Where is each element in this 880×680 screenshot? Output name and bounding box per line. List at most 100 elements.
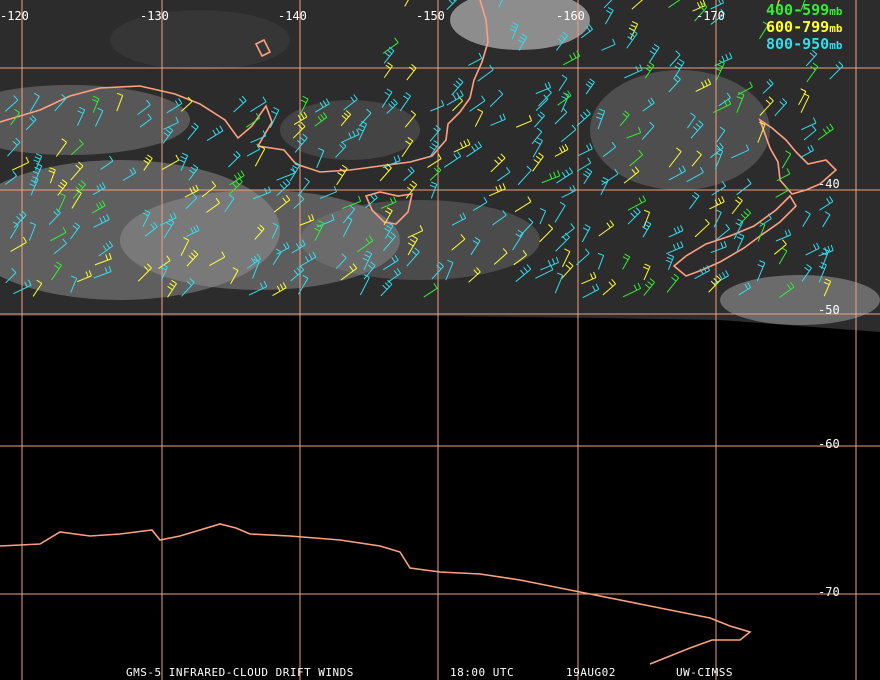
wind-barb — [604, 6, 614, 25]
wind-barb — [538, 88, 552, 107]
wind-barb — [292, 121, 306, 139]
wind-barb — [246, 143, 261, 157]
wind-barb — [687, 112, 696, 129]
australia-coast — [0, 0, 489, 173]
wind-barb — [708, 275, 722, 293]
wind-barb — [230, 267, 239, 285]
legend-unit: mb — [829, 5, 843, 18]
wind-barb — [340, 263, 358, 281]
wind-barb — [582, 283, 600, 299]
wind-barb — [28, 222, 37, 241]
wind-barb — [443, 151, 462, 168]
wind-barb — [490, 153, 506, 173]
wind-barb — [70, 161, 84, 181]
wind-barb — [71, 189, 82, 209]
wind-barb — [228, 177, 243, 195]
wind-barb — [666, 273, 680, 293]
wind-barb — [314, 220, 325, 241]
wind-barb — [48, 167, 56, 184]
wind-barb — [229, 170, 245, 186]
wind-barb — [561, 248, 571, 268]
wind-barb — [802, 210, 811, 228]
wind-barbs — [4, 0, 844, 299]
legend-range: 600-799 — [766, 18, 829, 36]
wind-barb — [272, 282, 287, 296]
wind-barb — [561, 184, 577, 199]
wind-barb — [709, 196, 725, 210]
wind-barb — [451, 234, 466, 251]
wind-barb — [757, 221, 766, 242]
wind-barb — [166, 98, 183, 114]
wind-barb — [598, 220, 615, 237]
wind-barb — [336, 164, 348, 186]
wind-barb — [100, 155, 114, 170]
wind-barb — [626, 29, 638, 49]
wind-barb — [806, 62, 819, 83]
wind-barb — [490, 113, 506, 126]
wind-barb — [535, 94, 549, 112]
wind-barb — [298, 251, 317, 268]
wind-barb — [473, 196, 488, 211]
wind-barb — [13, 279, 32, 295]
wind-barb — [493, 248, 508, 265]
wind-barb — [823, 278, 832, 297]
wind-barb — [498, 0, 503, 8]
wind-barb — [668, 165, 686, 181]
wind-barb — [759, 21, 769, 40]
wind-barb — [627, 195, 647, 211]
wind-barb — [314, 112, 328, 127]
wind-barb — [299, 95, 309, 116]
wind-barb — [297, 274, 309, 295]
wind-barb — [710, 8, 725, 25]
wind-barb — [668, 0, 681, 8]
wind-barb — [291, 239, 306, 254]
wind-barb — [619, 110, 630, 127]
wind-barb — [224, 194, 235, 213]
wind-barb — [181, 96, 193, 112]
wind-barb — [342, 216, 353, 237]
wind-barb — [713, 209, 722, 228]
wind-barb — [254, 145, 266, 167]
wind-barb — [163, 218, 175, 239]
wind-barb — [72, 180, 86, 199]
wind-barb — [602, 141, 617, 157]
wind-barb — [57, 179, 68, 196]
wind-barb — [539, 224, 554, 243]
wind-barb — [515, 264, 532, 282]
wind-barb — [738, 208, 752, 226]
observation-date: 19AUG02 — [566, 666, 616, 679]
wind-barb — [429, 140, 440, 158]
wind-barb — [93, 265, 112, 279]
wind-barb — [800, 144, 815, 158]
wind-barb — [98, 240, 114, 257]
wind-barb — [358, 108, 372, 127]
wind-barb — [576, 157, 592, 172]
wind-barb — [601, 38, 616, 51]
wind-barb — [774, 98, 788, 117]
wind-barb — [642, 97, 655, 112]
wind-barb — [822, 211, 831, 228]
wind-barb — [781, 150, 792, 169]
wind-barb — [556, 167, 573, 184]
wind-barb — [686, 166, 704, 183]
wind-barb — [694, 218, 710, 238]
wind-barb — [694, 2, 708, 22]
wind-barb — [25, 115, 37, 131]
wind-barb — [541, 170, 561, 184]
wind-barb — [488, 183, 506, 197]
wind-barb — [228, 150, 241, 168]
wind-barb — [343, 94, 358, 111]
wind-barb — [316, 147, 325, 168]
wind-barb — [669, 50, 681, 67]
lon-label: -130 — [140, 9, 169, 23]
lon-label: -150 — [416, 9, 445, 23]
wind-barb — [531, 127, 543, 145]
wind-barb — [641, 121, 655, 140]
wind-barb — [756, 260, 766, 282]
legend-item-400: 400-599mb — [766, 1, 843, 19]
wind-barb — [801, 264, 812, 282]
lord-howe — [254, 38, 272, 58]
wind-barb — [554, 143, 569, 157]
wind-barb — [512, 229, 524, 251]
wind-barb — [144, 221, 158, 237]
